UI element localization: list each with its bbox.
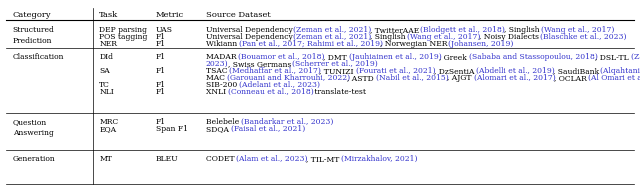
- Text: (Adelani et al., 2023): (Adelani et al., 2023): [239, 81, 320, 89]
- Text: Generation: Generation: [13, 155, 56, 163]
- Text: SIB-200: SIB-200: [206, 81, 239, 89]
- Text: BLEU: BLEU: [156, 155, 179, 163]
- Text: Question
Answering: Question Answering: [13, 118, 54, 137]
- Text: F1: F1: [156, 81, 166, 89]
- Text: Universal Dependency: Universal Dependency: [206, 26, 295, 34]
- Text: SA: SA: [99, 67, 110, 75]
- Text: (Alqahtani et al., 2022): (Alqahtani et al., 2022): [600, 67, 640, 75]
- Text: F1: F1: [156, 88, 166, 96]
- Text: , ASTD: , ASTD: [348, 74, 376, 82]
- Text: EQA: EQA: [99, 125, 116, 133]
- Text: , TIL-MT: , TIL-MT: [307, 155, 342, 163]
- Text: NLI: NLI: [99, 88, 114, 96]
- Text: , DSL-TL: , DSL-TL: [595, 53, 631, 61]
- Text: (Abdelli et al., 2019): (Abdelli et al., 2019): [476, 67, 554, 75]
- Text: (Blaschke et al., 2023): (Blaschke et al., 2023): [540, 33, 627, 41]
- Text: Wikiann: Wikiann: [206, 40, 239, 48]
- Text: (Faisal et al., 2021): (Faisal et al., 2021): [230, 125, 305, 133]
- Text: (Fourati et al., 2021): (Fourati et al., 2021): [356, 67, 435, 75]
- Text: Universal Dependency: Universal Dependency: [206, 33, 295, 41]
- Text: (Zeman et al., 2021): (Zeman et al., 2021): [293, 26, 371, 34]
- Text: (Jauhiainen et al., 2019): (Jauhiainen et al., 2019): [349, 53, 442, 61]
- Text: (Bouamor et al., 2018): (Bouamor et al., 2018): [238, 53, 324, 61]
- Text: (Wang et al., 2017): (Wang et al., 2017): [407, 33, 481, 41]
- Text: DId: DId: [99, 53, 113, 61]
- Text: (Scherrer et al., 2019): (Scherrer et al., 2019): [292, 60, 378, 68]
- Text: Belebele: Belebele: [206, 118, 241, 126]
- Text: (Conneau et al., 2018): (Conneau et al., 2018): [228, 88, 314, 96]
- Text: (Mirzakhalov, 2021): (Mirzakhalov, 2021): [341, 155, 418, 163]
- Text: (Alam et al., 2023): (Alam et al., 2023): [236, 155, 308, 163]
- Text: , DMT: , DMT: [323, 53, 349, 61]
- Text: Task: Task: [99, 11, 118, 19]
- Text: MAC: MAC: [206, 74, 227, 82]
- Text: F1: F1: [156, 33, 166, 41]
- Text: , Noisy Dialects: , Noisy Dialects: [479, 33, 541, 41]
- Text: (Alomari et al., 2017): (Alomari et al., 2017): [474, 74, 556, 82]
- Text: Metric: Metric: [156, 11, 184, 19]
- Text: TSAC: TSAC: [206, 67, 230, 75]
- Text: SDQA: SDQA: [206, 125, 231, 133]
- Text: (Blodgett et al., 2018): (Blodgett et al., 2018): [420, 26, 506, 34]
- Text: CODET: CODET: [206, 155, 237, 163]
- Text: MADAR: MADAR: [206, 53, 239, 61]
- Text: (Medhaffar et al., 2017): (Medhaffar et al., 2017): [229, 67, 321, 75]
- Text: F1: F1: [156, 67, 166, 75]
- Text: NER: NER: [99, 40, 117, 48]
- Text: , TUNIZI: , TUNIZI: [319, 67, 356, 75]
- Text: , OCLAR: , OCLAR: [554, 74, 589, 82]
- Text: Structured
Prediction: Structured Prediction: [13, 26, 54, 45]
- Text: Classification: Classification: [13, 53, 64, 61]
- Text: (Zampieri et al.,: (Zampieri et al.,: [630, 53, 640, 61]
- Text: XNLI: XNLI: [206, 88, 228, 96]
- Text: F1: F1: [156, 40, 166, 48]
- Text: MRC: MRC: [99, 118, 118, 126]
- Text: (Johansen, 2019): (Johansen, 2019): [449, 40, 514, 48]
- Text: MT: MT: [99, 155, 112, 163]
- Text: F1: F1: [156, 53, 166, 61]
- Text: (Nabil et al., 2015): (Nabil et al., 2015): [376, 74, 449, 82]
- Text: POS tagging: POS tagging: [99, 33, 148, 41]
- Text: , Singlish: , Singlish: [370, 33, 408, 41]
- Text: (Sababa and Stassopoulou, 2018): (Sababa and Stassopoulou, 2018): [469, 53, 598, 61]
- Text: (Garouani and Kharrouhi, 2022): (Garouani and Kharrouhi, 2022): [227, 74, 350, 82]
- Text: , AJGT: , AJGT: [447, 74, 474, 82]
- Text: (Al Omari et al., 2019): (Al Omari et al., 2019): [588, 74, 640, 82]
- Text: , Singlish: , Singlish: [504, 26, 541, 34]
- Text: DEP parsing: DEP parsing: [99, 26, 147, 34]
- Text: Source Dataset: Source Dataset: [206, 11, 271, 19]
- Text: (Bandarkar et al., 2023): (Bandarkar et al., 2023): [241, 118, 333, 126]
- Text: Span F1: Span F1: [156, 125, 188, 133]
- Text: , Greek: , Greek: [440, 53, 470, 61]
- Text: , SaudiBank: , SaudiBank: [553, 67, 601, 75]
- Text: 2023): 2023): [206, 60, 228, 68]
- Text: UAS: UAS: [156, 26, 173, 34]
- Text: Category: Category: [13, 11, 51, 19]
- Text: TC: TC: [99, 81, 110, 89]
- Text: , DzSentiA: , DzSentiA: [433, 67, 476, 75]
- Text: (Zeman et al., 2021): (Zeman et al., 2021): [293, 33, 371, 41]
- Text: F1: F1: [156, 118, 166, 126]
- Text: , Swiss Germans: , Swiss Germans: [228, 60, 294, 68]
- Text: , TwitterAAE: , TwitterAAE: [370, 26, 422, 34]
- Text: (Pan et al., 2017; Rahimi et al., 2019): (Pan et al., 2017; Rahimi et al., 2019): [239, 40, 383, 48]
- Text: translate-test: translate-test: [312, 88, 366, 96]
- Text: (Wang et al., 2017): (Wang et al., 2017): [541, 26, 614, 34]
- Text: , Norwegian NER: , Norwegian NER: [380, 40, 450, 48]
